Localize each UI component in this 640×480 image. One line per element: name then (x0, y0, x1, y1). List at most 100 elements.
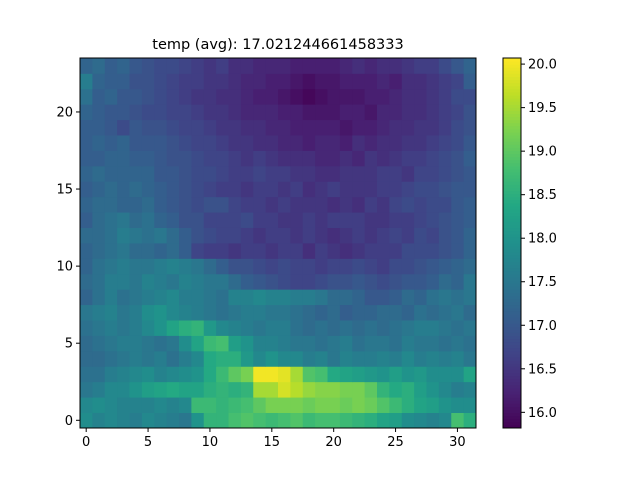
heatmap-cell (327, 366, 341, 383)
heatmap-cell (166, 58, 180, 74)
heatmap-cell (154, 304, 168, 321)
heatmap-cell (302, 273, 316, 290)
colorbar-segment (503, 82, 521, 87)
colorbar-segment (503, 252, 521, 256)
heatmap-cell (463, 165, 477, 182)
heatmap-cell (438, 366, 452, 383)
heatmap-cell (129, 304, 143, 321)
heatmap-cell (315, 212, 328, 228)
colorbar-segment (503, 387, 521, 392)
heatmap-cell (203, 196, 217, 213)
heatmap-cell (451, 135, 465, 151)
heatmap-cell (352, 196, 366, 213)
heatmap-cell (265, 273, 279, 290)
colorbar-segment (503, 159, 521, 164)
heatmap-cell (154, 243, 168, 259)
heatmap-cell (154, 397, 168, 413)
heatmap-cell (401, 181, 415, 198)
heatmap-cell (104, 320, 118, 336)
heatmap-cell (166, 381, 180, 398)
heatmap-cell (278, 135, 291, 151)
heatmap-cell (141, 243, 155, 259)
heatmap-cell (364, 273, 378, 290)
heatmap-cell (179, 181, 192, 198)
heatmap-cell (327, 243, 341, 259)
heatmap-cell (389, 320, 403, 336)
heatmap-cell (364, 381, 378, 398)
heatmap-cell (315, 320, 328, 336)
heatmap-cell (92, 273, 106, 290)
heatmap-cell (352, 73, 366, 90)
heatmap-cell (129, 196, 143, 213)
colorbar-segment (503, 199, 521, 204)
heatmap-cell (80, 227, 93, 244)
heatmap-cell (129, 258, 143, 275)
heatmap-cell (389, 104, 403, 121)
heatmap-cell (339, 397, 353, 413)
heatmap-cell (80, 135, 93, 151)
heatmap-cell (216, 320, 229, 336)
heatmap-cell (129, 289, 143, 306)
heatmap-cell (203, 289, 217, 306)
heatmap-cell (179, 165, 192, 182)
heatmap-cell (278, 73, 291, 90)
colorbar-segment (503, 144, 521, 148)
heatmap-cell (253, 196, 267, 213)
heatmap-cell (290, 243, 304, 259)
heatmap-cell (203, 273, 217, 290)
heatmap-cell (216, 412, 229, 429)
heatmap-cell (290, 135, 304, 151)
heatmap-cell (129, 88, 143, 105)
heatmap-cell (191, 181, 205, 198)
heatmap-cell (315, 150, 328, 167)
colorbar-segment (503, 400, 521, 404)
colorbar-segment (503, 307, 521, 312)
heatmap-cell (377, 335, 390, 352)
heatmap-cell (451, 397, 465, 413)
heatmap-cell (438, 181, 452, 198)
heatmap-cell (104, 150, 118, 167)
colorbar-segment (503, 280, 521, 284)
heatmap-cell (141, 258, 155, 275)
colorbar-segment (503, 193, 521, 198)
colorbar-segment (503, 357, 521, 361)
heatmap-cell (352, 258, 366, 275)
heatmap-cell (315, 335, 328, 352)
heatmap-cell (414, 227, 427, 244)
heatmap-cell (339, 212, 353, 228)
colorbar-segment (503, 141, 521, 145)
heatmap-cell (265, 304, 279, 321)
heatmap-cell (438, 212, 452, 228)
heatmap-cell (327, 212, 341, 228)
heatmap-cell (265, 243, 279, 259)
heatmap-cell (401, 88, 415, 105)
heatmap-cell (364, 196, 378, 213)
heatmap-cell (364, 335, 378, 352)
heatmap-cell (451, 320, 465, 336)
heatmap-cell (228, 397, 242, 413)
heatmap-cell (352, 135, 366, 151)
heatmap-cell (191, 381, 205, 398)
heatmap-cell (339, 289, 353, 306)
heatmap-cell (129, 165, 143, 182)
heatmap-cell (216, 181, 229, 198)
colorbar-segment (503, 85, 521, 90)
colorbar-tick-label: 16.5 (528, 362, 557, 377)
heatmap-cell (228, 350, 242, 367)
heatmap-cell (364, 150, 378, 167)
heatmap-cell (265, 196, 279, 213)
heatmap-cell (290, 88, 304, 105)
colorbar-segment (503, 221, 521, 225)
heatmap-cell (463, 350, 477, 367)
heatmap-cell (191, 273, 205, 290)
heatmap-cell (290, 73, 304, 90)
colorbar-segment (503, 209, 521, 213)
heatmap-cell (451, 412, 465, 429)
colorbar-segment (503, 360, 521, 364)
heatmap-cell (451, 273, 465, 290)
heatmap-cell (141, 273, 155, 290)
heatmap-cell (117, 58, 130, 74)
heatmap-cell (401, 258, 415, 275)
heatmap-cell (129, 397, 143, 413)
